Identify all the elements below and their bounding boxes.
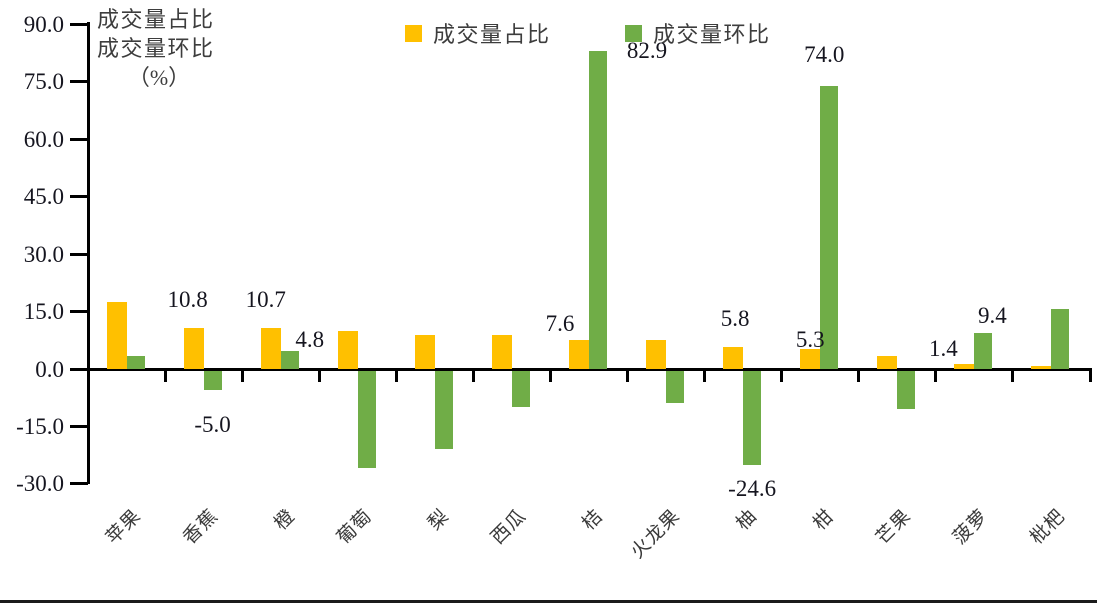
data-label-柑-成交量占比: 5.3 [795, 326, 825, 352]
bar-成交量环比-菠萝 [974, 332, 993, 369]
bottom-divider [0, 600, 1097, 603]
y-axis-tick-label: 75.0 [23, 69, 64, 95]
bar-成交量环比-梨 [434, 370, 453, 449]
y-axis-tick [70, 252, 88, 256]
y-axis-tick-label: -15.0 [16, 413, 64, 439]
data-label-香蕉-成交量环比: -5.0 [194, 412, 231, 438]
bar-成交量占比-西瓜 [491, 334, 512, 369]
x-category-label-火龙果: 火龙果 [627, 505, 685, 563]
bar-成交量环比-火龙果 [666, 370, 685, 403]
legend-item-volume-share: 成交量占比 [405, 17, 551, 49]
bar-成交量占比-菠萝 [954, 363, 975, 369]
x-axis-tick [1011, 369, 1015, 382]
x-category-label-桔: 桔 [578, 505, 608, 535]
bar-成交量环比-香蕉 [203, 370, 222, 390]
bar-成交量环比-葡萄 [357, 370, 376, 469]
x-category-label-柑: 柑 [809, 505, 839, 535]
y-axis-title-line-1: 成交量占比 [97, 7, 215, 32]
data-label-柑-成交量环比: 74.0 [804, 41, 845, 67]
x-axis-tick [780, 369, 784, 382]
x-axis-tick [240, 369, 244, 382]
y-axis-title-unit: （%） [127, 65, 191, 90]
bar-成交量环比-桔 [589, 51, 607, 369]
bar-成交量占比-橙 [260, 328, 281, 369]
x-category-label-西瓜: 西瓜 [487, 505, 531, 549]
y-axis-tick [70, 80, 88, 84]
bar-成交量环比-苹果 [126, 355, 145, 369]
x-axis-tick [934, 369, 938, 382]
bar-成交量占比-香蕉 [183, 327, 204, 369]
bar-成交量环比-橙 [280, 350, 299, 369]
bar-成交量占比-梨 [414, 334, 435, 369]
x-category-label-芒果: 芒果 [872, 505, 916, 549]
bar-成交量环比-枇杷 [1051, 308, 1070, 369]
y-axis-tick-label: 0.0 [35, 356, 64, 382]
bar-成交量占比-苹果 [106, 301, 127, 369]
x-axis-tick [626, 369, 630, 382]
data-label-柚-成交量环比: -24.6 [728, 476, 777, 502]
legend-label-volume-mom: 成交量环比 [653, 22, 771, 47]
y-axis-tick [70, 424, 88, 428]
x-axis-tick [1088, 369, 1092, 382]
x-category-label-苹果: 苹果 [101, 505, 145, 549]
x-axis-tick [703, 369, 707, 382]
y-axis-tick-label: 15.0 [23, 299, 64, 325]
data-label-香蕉-成交量占比: 10.8 [167, 286, 208, 312]
bar-成交量占比-柚 [723, 346, 744, 369]
y-axis-tick [70, 482, 88, 486]
y-axis-tick-label: 30.0 [23, 241, 64, 267]
x-axis-tick [163, 369, 167, 382]
x-category-label-橙: 橙 [270, 505, 300, 535]
y-axis-tick [70, 137, 88, 141]
y-axis-tick [70, 310, 88, 314]
data-label-桔-成交量环比: 82.9 [626, 38, 668, 64]
bar-成交量占比-枇杷 [1031, 365, 1052, 369]
bar-成交量环比-西瓜 [511, 370, 530, 407]
data-label-柚-成交量占比: 5.8 [720, 305, 750, 331]
data-label-橙-成交量环比: 4.8 [295, 326, 325, 352]
legend-swatch-yellow-icon [405, 24, 422, 42]
y-axis-tick-label: 90.0 [23, 11, 64, 37]
x-axis-tick [394, 369, 398, 382]
bar-成交量占比-火龙果 [646, 340, 667, 369]
x-axis-tick [86, 369, 90, 382]
legend-label-volume-share: 成交量占比 [433, 22, 551, 47]
y-axis-title-line-2: 成交量环比 [97, 36, 215, 61]
x-axis-tick [857, 369, 861, 382]
bar-成交量占比-桔 [569, 339, 589, 369]
y-axis-line [86, 22, 90, 484]
x-category-label-葡萄: 葡萄 [333, 505, 377, 549]
y-axis-tick-label: 45.0 [23, 184, 64, 210]
data-label-菠萝-成交量占比: 1.4 [929, 335, 958, 361]
bar-成交量占比-芒果 [877, 355, 898, 369]
data-label-菠萝-成交量环比: 9.4 [978, 302, 1007, 328]
x-category-label-菠萝: 菠萝 [949, 505, 993, 549]
bar-成交量环比-柚 [743, 370, 762, 465]
chart-legend: 成交量占比 成交量环比 [0, 16, 1097, 47]
x-category-label-梨: 梨 [424, 505, 454, 535]
bar-成交量占比-葡萄 [337, 330, 358, 369]
y-axis-tick [70, 22, 88, 26]
bar-成交量占比-柑 [800, 348, 821, 369]
y-axis-tick [70, 195, 88, 199]
legend-swatch-green-icon [625, 24, 642, 42]
bar-成交量环比-柑 [820, 85, 839, 369]
legend-item-volume-mom: 成交量环比 [625, 17, 771, 49]
data-label-橙-成交量占比: 10.7 [245, 287, 286, 313]
x-category-label-香蕉: 香蕉 [178, 505, 222, 549]
x-axis-tick [317, 369, 321, 382]
x-axis-line [86, 367, 1092, 371]
data-label-桔-成交量占比: 7.6 [545, 310, 575, 336]
y-axis-tick-label: 60.0 [23, 126, 64, 152]
y-axis-title: 成交量占比 成交量环比 （%） [97, 5, 221, 92]
x-axis-tick [548, 369, 552, 382]
y-axis-tick [70, 367, 88, 371]
x-category-label-枇杷: 枇杷 [1026, 505, 1070, 549]
y-axis-tick-label: -30.0 [16, 471, 64, 497]
x-axis-tick [471, 369, 475, 382]
x-category-label-柚: 柚 [732, 505, 762, 535]
bar-成交量环比-芒果 [897, 370, 916, 409]
